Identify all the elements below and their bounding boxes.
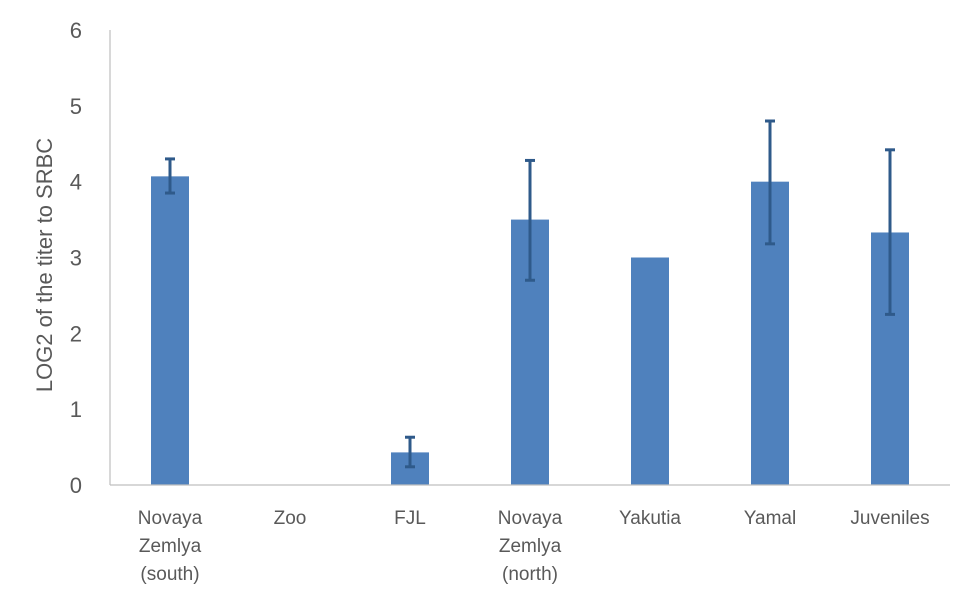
y-tick-label: 2 xyxy=(70,321,82,346)
y-axis-title: LOG2 of the titer to SRBC xyxy=(32,138,57,392)
y-tick-label: 3 xyxy=(70,246,82,271)
y-tick-label: 1 xyxy=(70,397,82,422)
error-bar xyxy=(885,148,895,316)
x-category-label: Yakutia xyxy=(619,508,681,529)
x-category-label: Zoo xyxy=(274,508,307,529)
error-bar xyxy=(525,158,535,282)
error-bar xyxy=(165,157,175,195)
y-tick-label: 6 xyxy=(70,18,82,43)
error-bars xyxy=(165,119,895,469)
y-tick-label: 5 xyxy=(70,94,82,119)
bar xyxy=(151,176,189,485)
y-axis-ticks: 0 1 2 3 4 5 6 xyxy=(70,18,82,498)
y-tick-label: 0 xyxy=(70,473,82,498)
error-bar xyxy=(765,119,775,246)
x-category-label: Juveniles xyxy=(850,508,929,529)
bars xyxy=(151,176,909,486)
bar xyxy=(631,257,669,485)
x-axis-category-labels: Novaya Zemlya (south) Zoo FJL Novaya Zemlya (no… xyxy=(138,508,930,585)
x-category-label: Novaya Zemlya (north) xyxy=(498,508,563,585)
error-bar xyxy=(405,435,415,469)
x-category-label: FJL xyxy=(394,508,426,529)
x-category-label: Yamal xyxy=(744,508,796,529)
y-tick-label: 4 xyxy=(70,170,82,195)
x-category-label: Novaya Zemlya (south) xyxy=(138,508,203,585)
